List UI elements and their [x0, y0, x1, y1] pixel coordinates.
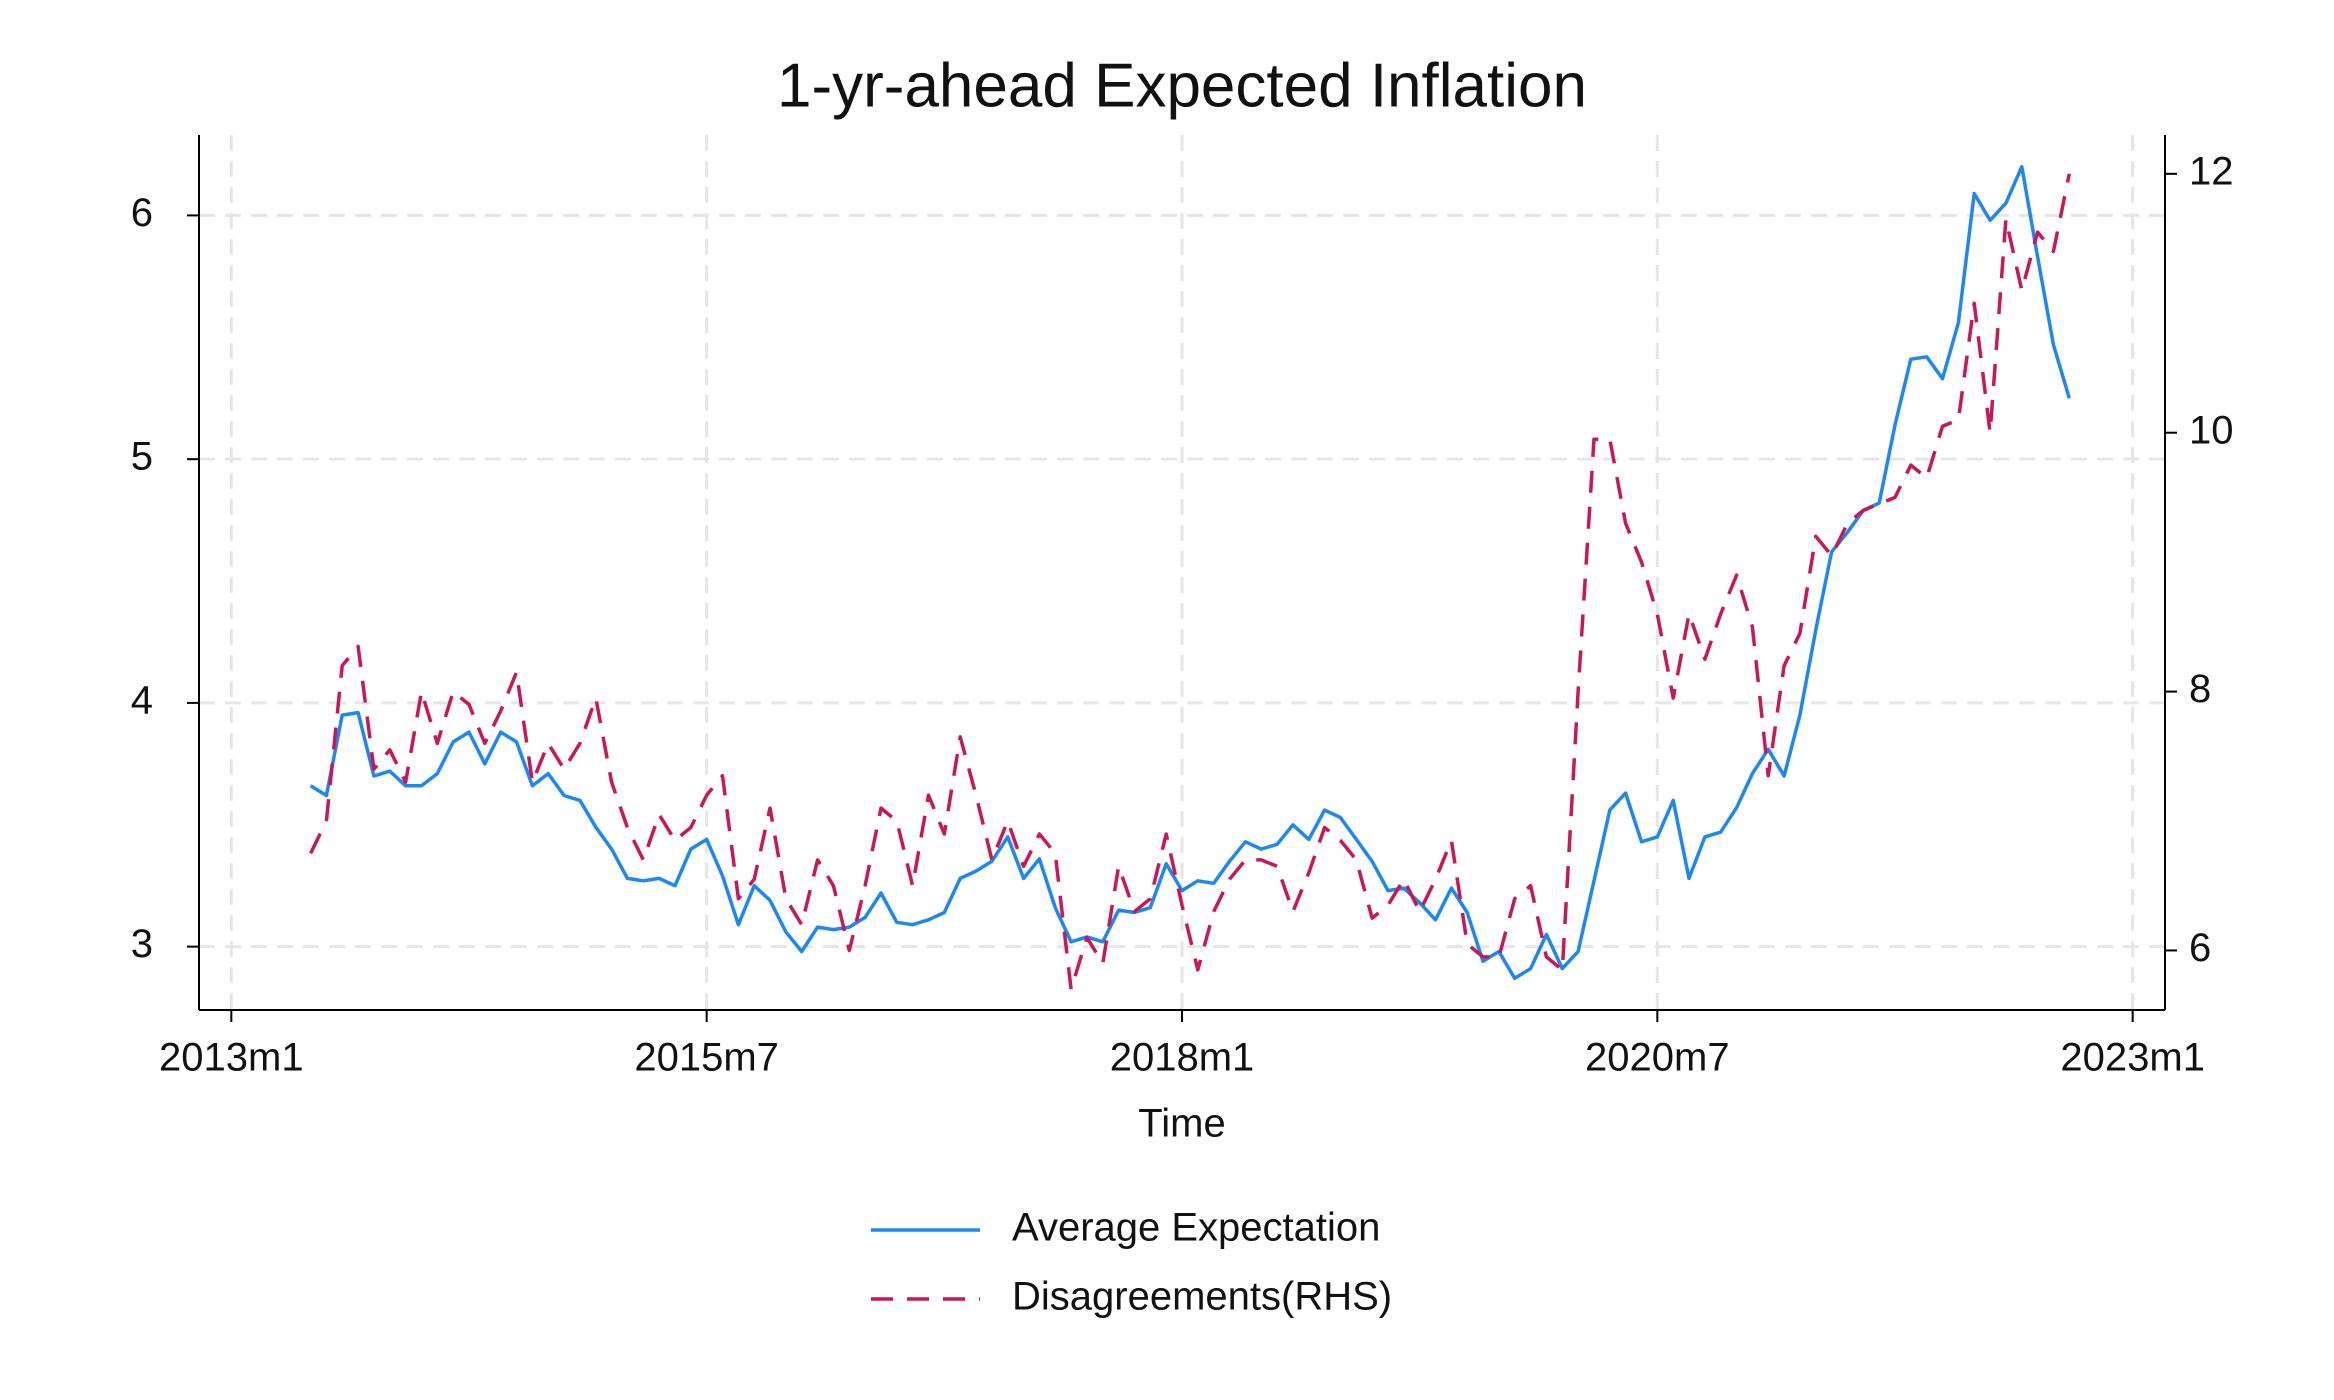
series-line	[309, 173, 2072, 992]
y-tick-label: 5	[131, 435, 153, 479]
x-tick-label: 2015m7	[634, 1036, 779, 1080]
x-tick-label: 2020m7	[1585, 1036, 1730, 1080]
y2-tick-label: 12	[2189, 149, 2234, 193]
x-axis-label: Time	[1138, 1102, 1225, 1146]
legend-label: Average Expectation	[1012, 1206, 1380, 1250]
y-tick-label: 3	[131, 922, 153, 966]
y-tick-label: 4	[131, 678, 153, 722]
y2-tick-label: 10	[2189, 408, 2234, 452]
y-tick-label: 6	[131, 191, 153, 235]
x-tick-label: 2013m1	[159, 1036, 304, 1080]
y2-tick-label: 6	[2189, 926, 2211, 970]
chart-title: 1-yr-ahead Expected Inflation	[777, 51, 1587, 120]
series-line	[309, 164, 2071, 981]
x-tick-label: 2023m1	[2060, 1036, 2205, 1080]
x-tick-label: 2018m1	[1110, 1036, 1255, 1080]
y2-tick-label: 8	[2189, 667, 2211, 711]
legend-label: Disagreements(RHS)	[1012, 1275, 1392, 1319]
